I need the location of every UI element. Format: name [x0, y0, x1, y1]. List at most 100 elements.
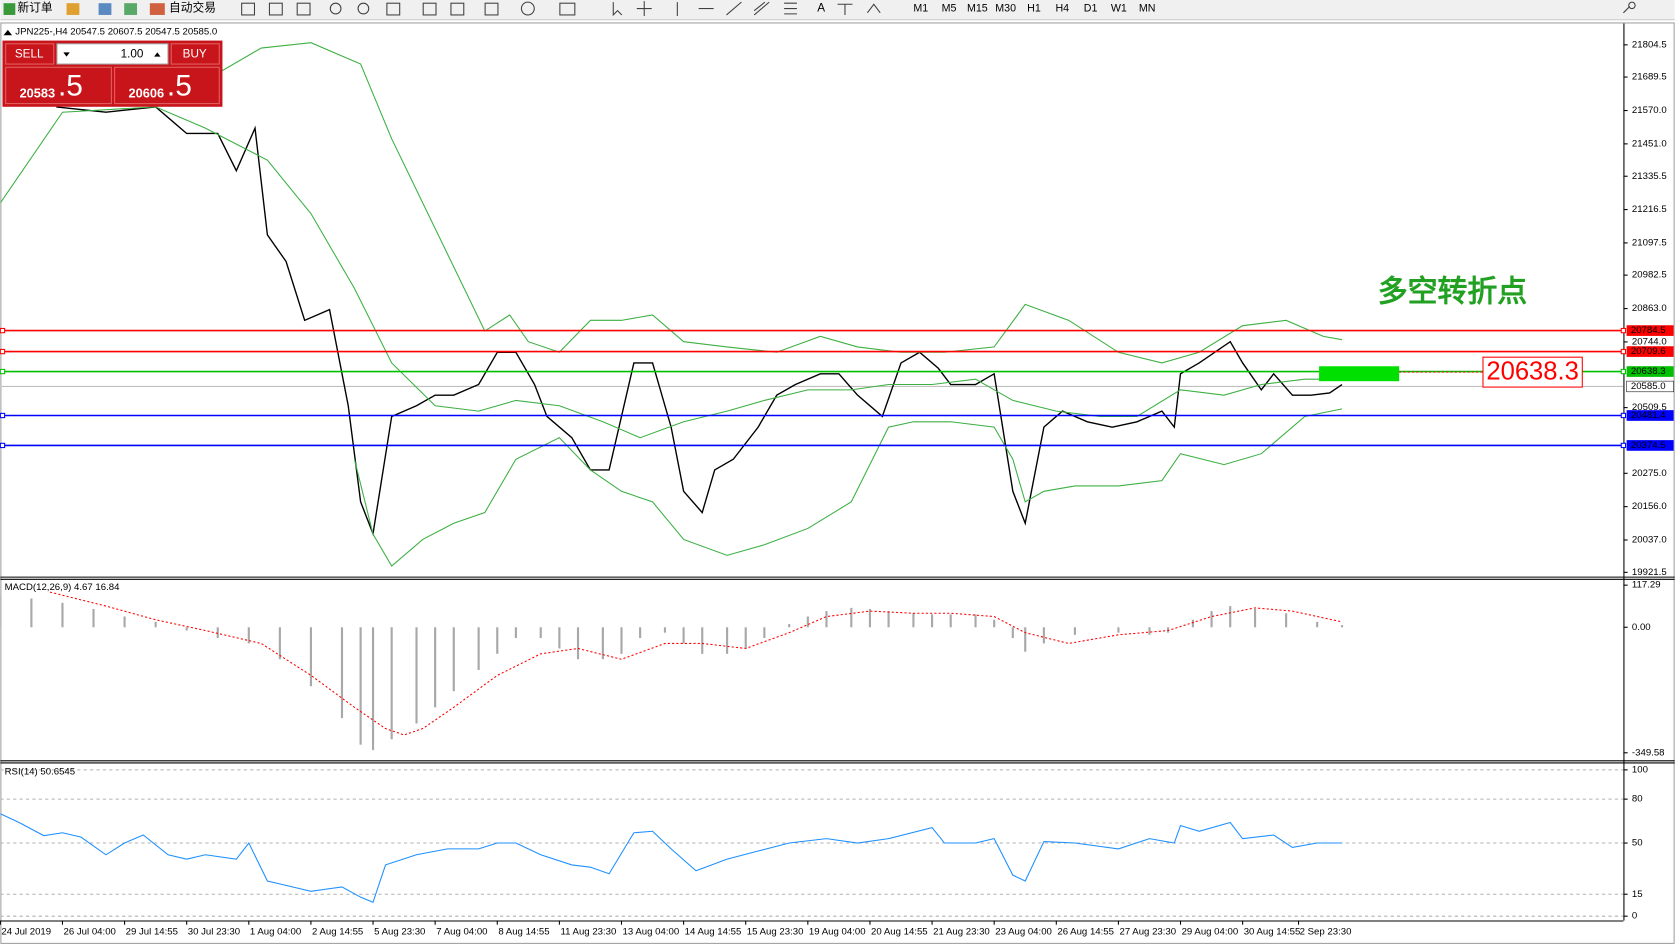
zoom-in-icon[interactable]: [329, 2, 342, 15]
macd-bar: [0, 595, 2, 628]
lots-down[interactable]: [63, 52, 70, 57]
x-tick-label: 8 Aug 14:55: [498, 927, 549, 938]
series-line: [56, 106, 1343, 537]
cursor-icon[interactable]: [612, 2, 623, 17]
auto-trade-icon[interactable]: [149, 3, 165, 15]
macd-bar: [415, 627, 418, 724]
text-icon[interactable]: [837, 3, 853, 15]
y-tick-label: 50: [1632, 838, 1643, 849]
ask-price[interactable]: 20606: [128, 85, 164, 100]
tool-icon[interactable]: [268, 2, 283, 16]
macd-bar: [825, 611, 828, 628]
timeframe-button[interactable]: H4: [1055, 2, 1069, 14]
sell-label[interactable]: SELL: [15, 48, 44, 61]
macd-bar: [1210, 611, 1213, 628]
y-tick-label: 21689.5: [1632, 72, 1667, 83]
fibo-icon[interactable]: [784, 2, 797, 15]
y-tick-label: 100: [1632, 764, 1648, 775]
bid-price[interactable]: 20583: [20, 85, 56, 100]
panel: [0, 591, 1344, 751]
lots-field[interactable]: [56, 43, 169, 65]
channel-icon[interactable]: [753, 1, 770, 16]
sell-button[interactable]: [5, 43, 55, 65]
tool-icon[interactable]: [450, 2, 465, 16]
clock-icon[interactable]: [520, 1, 535, 16]
tool-icon[interactable]: [241, 2, 256, 16]
zoom-out-icon[interactable]: [357, 2, 370, 15]
y-tick-label: 20982.5: [1632, 270, 1667, 281]
macd-bar: [726, 627, 729, 654]
annotation: 多空转折点: [1378, 276, 1528, 309]
timeframe-button[interactable]: M15: [967, 2, 988, 14]
tool-icon[interactable]: [559, 2, 576, 16]
new-order-icon[interactable]: [3, 3, 16, 15]
buy-button[interactable]: [170, 43, 220, 65]
x-tick-label: 26 Aug 14:55: [1057, 927, 1114, 938]
bid-pips[interactable]: .5: [58, 69, 83, 102]
macd-bar: [576, 627, 580, 660]
x-tick-label: 14 Aug 14:55: [685, 927, 742, 938]
macd-bar: [1340, 625, 1344, 628]
ask-pips[interactable]: .5: [167, 69, 192, 102]
macd-bar: [390, 627, 393, 740]
macd-bar: [1024, 627, 1027, 652]
y-tick-label: 19921.5: [1632, 567, 1667, 578]
x-tick-label: 21 Aug 23:30: [933, 927, 990, 938]
tool-icon[interactable]: [484, 2, 499, 16]
macd-bar: [601, 627, 604, 660]
timeframe-button[interactable]: MN: [1139, 2, 1156, 14]
level-anchor: [1620, 368, 1627, 375]
ask-box[interactable]: [114, 66, 220, 105]
macd-bar: [850, 607, 853, 628]
y-tick-label: 0.00: [1632, 622, 1651, 633]
level-anchor: [0, 442, 6, 449]
buy-label[interactable]: BUY: [183, 48, 207, 61]
search-icon[interactable]: [1628, 1, 1636, 10]
y-tick-label: 80: [1632, 794, 1643, 805]
macd-bar: [1011, 627, 1014, 639]
timeframe-button[interactable]: M5: [942, 2, 957, 14]
timeframe-button[interactable]: M1: [913, 2, 928, 14]
macd-bar: [806, 616, 809, 628]
crosshair-icon[interactable]: [636, 1, 652, 17]
toolbar-icon[interactable]: [66, 3, 80, 15]
level-label-box: [1626, 440, 1674, 451]
toolbar-icon[interactable]: [124, 3, 138, 15]
search-icon[interactable]: [1623, 6, 1631, 14]
macd-bar: [92, 608, 95, 628]
y-tick-label: 21570.0: [1632, 105, 1667, 116]
auto-trade-button[interactable]: 自动交易: [169, 1, 216, 15]
new-order-button[interactable]: 新订单: [17, 1, 52, 15]
chart-collapse-icon[interactable]: [3, 29, 13, 36]
timeframe-button[interactable]: D1: [1084, 2, 1098, 14]
tool-icon[interactable]: [422, 2, 437, 16]
lots-value[interactable]: 1.00: [121, 48, 144, 61]
chart-header: JPN225-,H4 20547.5 20607.5 20547.5 20585…: [15, 27, 217, 38]
level-anchor: [1620, 442, 1627, 449]
timeframe-button[interactable]: W1: [1111, 2, 1127, 14]
toolbar-icon[interactable]: [98, 3, 112, 15]
y-tick-label: 21804.5: [1632, 39, 1667, 50]
callout-price: 20638.3: [1486, 357, 1579, 385]
tool-icon[interactable]: [386, 2, 401, 16]
tool-icon[interactable]: [296, 2, 311, 16]
y-tick-label: 15: [1632, 889, 1643, 900]
bid-box[interactable]: [5, 66, 112, 105]
macd-bar: [185, 627, 188, 631]
y-tick-label: 21335.5: [1632, 171, 1667, 182]
x-tick-label: 15 Aug 23:30: [747, 927, 804, 938]
timeframe-button[interactable]: M30: [995, 2, 1016, 14]
lots-up[interactable]: [154, 52, 161, 57]
y-tick-label: 20156.0: [1632, 501, 1667, 512]
level-label-box: [1626, 325, 1674, 336]
text-tool-label: A: [817, 2, 825, 15]
level-label-box: [1626, 366, 1674, 377]
level-label: 20638.3: [1631, 366, 1666, 377]
trendline-icon[interactable]: [726, 1, 742, 16]
arrow-icon[interactable]: [866, 3, 881, 14]
level-anchor: [1620, 412, 1627, 419]
timeframe-button[interactable]: H1: [1027, 2, 1041, 14]
macd-bar: [359, 627, 362, 745]
macd-bar: [993, 619, 996, 628]
level-anchor: [0, 348, 6, 355]
